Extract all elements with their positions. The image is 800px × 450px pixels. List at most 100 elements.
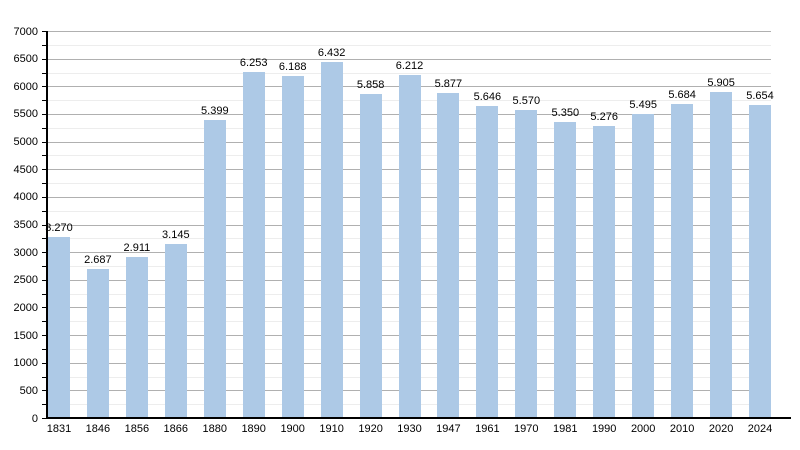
bar	[554, 122, 577, 418]
y-axis-tick-label: 0	[31, 412, 38, 425]
bar-value-label: 6.432	[317, 47, 346, 60]
x-axis-tick-label: 1880	[202, 423, 228, 435]
y-axis-tick-label: 500	[19, 384, 38, 397]
y-axis-tick	[42, 376, 47, 378]
bar	[164, 244, 187, 418]
y-axis-tick-label: 5500	[13, 108, 38, 121]
bar	[593, 126, 616, 418]
y-axis-tick	[42, 127, 47, 129]
y-axis-tick	[42, 266, 47, 267]
y-gridline-minor	[48, 72, 771, 74]
x-axis-tick-label: 1961	[475, 423, 500, 435]
y-axis-tick	[42, 404, 47, 406]
bar	[710, 91, 733, 418]
x-axis-tick-label: 1900	[280, 423, 305, 435]
y-axis-tick-label: 2000	[13, 301, 38, 314]
x-axis-tick-label: 2024	[747, 423, 773, 435]
bar-value-label: 5.399	[201, 104, 229, 117]
bar	[86, 269, 109, 418]
y-axis-tick-label: 3500	[13, 219, 38, 231]
y-axis-tick-label: 7000	[13, 25, 38, 38]
y-axis-tick	[42, 183, 47, 184]
bar	[359, 94, 382, 418]
y-axis-tick	[42, 238, 47, 240]
x-axis-tick-label: 2020	[708, 423, 734, 435]
x-axis-tick-label: 1990	[591, 423, 617, 435]
x-axis-tick-label: 1981	[553, 423, 578, 435]
y-axis-tick	[42, 31, 47, 32]
y-axis-tick	[42, 293, 47, 295]
y-axis-tick-label: 1500	[13, 329, 38, 342]
bar	[515, 110, 538, 418]
bar-value-label: 5.684	[668, 88, 696, 101]
bar	[242, 72, 265, 418]
y-axis-tick	[42, 72, 47, 74]
bar-value-label: 2.911	[123, 242, 151, 255]
bar	[281, 75, 304, 418]
bar-value-label: 5.350	[551, 107, 580, 120]
x-axis-tick-label: 1846	[85, 423, 111, 435]
x-axis-tick-label: 1856	[124, 423, 150, 435]
x-axis-tick-label: 1947	[436, 423, 461, 435]
bar-value-label: 5.570	[512, 95, 541, 108]
bar	[203, 119, 226, 418]
y-axis-tick	[42, 390, 47, 392]
bar-value-label: 3.270	[45, 222, 73, 235]
bar	[749, 105, 771, 418]
y-axis-tick	[42, 362, 47, 364]
bar	[632, 114, 655, 418]
y-axis-tick	[42, 307, 47, 309]
y-axis-tick-label: 6500	[13, 53, 38, 66]
y-axis-tick	[42, 86, 47, 88]
y-gridline-minor	[48, 44, 771, 46]
bar-value-label: 5.654	[746, 90, 774, 103]
bar	[398, 74, 421, 418]
x-axis-tick-label: 2010	[669, 423, 695, 435]
bar-value-label: 6.212	[395, 59, 424, 72]
y-axis-tick	[42, 44, 47, 46]
bar-value-label: 5.276	[590, 111, 618, 124]
x-axis-tick-label: 1970	[514, 423, 539, 435]
y-axis-tick	[42, 113, 47, 115]
bar	[437, 93, 460, 418]
y-axis-tick-label: 4500	[13, 163, 38, 176]
x-axis-tick-label: 1910	[319, 423, 344, 435]
y-axis-tick-label: 2500	[13, 274, 38, 287]
y-axis-tick	[42, 335, 47, 337]
x-axis-tick-label: 1920	[358, 423, 383, 435]
bar	[320, 62, 343, 418]
x-axis-tick-label: 1890	[241, 423, 266, 435]
bar-value-label: 5.858	[356, 79, 385, 92]
y-gridline-major	[48, 31, 771, 32]
bar	[125, 257, 148, 418]
y-axis-tick	[42, 155, 47, 157]
bar-value-label: 3.145	[162, 229, 190, 242]
bar	[476, 105, 499, 418]
y-axis-tick	[42, 279, 47, 281]
y-axis-tick	[42, 418, 47, 419]
y-axis-tick	[42, 321, 47, 323]
y-axis-line	[46, 31, 48, 419]
y-axis-tick	[42, 210, 47, 212]
y-axis-tick	[42, 100, 47, 102]
bar-value-label: 6.188	[278, 60, 307, 73]
x-axis-line	[46, 417, 791, 419]
y-axis-tick	[42, 196, 47, 198]
bar-value-label: 5.495	[629, 99, 657, 112]
bar-value-label: 5.905	[707, 76, 735, 89]
y-axis-tick-label: 3000	[13, 246, 38, 259]
y-axis-tick-label: 1000	[13, 357, 38, 370]
x-axis-tick-label: 1866	[163, 423, 189, 435]
bar-value-label: 5.646	[473, 90, 502, 103]
y-axis-tick-label: 4000	[13, 191, 38, 204]
bar	[671, 103, 694, 418]
y-axis-tick	[42, 169, 47, 171]
bar-value-label: 5.877	[434, 78, 463, 91]
y-axis-tick	[42, 348, 47, 350]
bar-value-label: 6.253	[239, 57, 268, 70]
y-gridline-major	[48, 58, 771, 60]
y-axis-tick	[42, 224, 47, 226]
y-axis-tick-label: 5000	[13, 136, 38, 149]
y-axis-tick	[42, 58, 47, 60]
